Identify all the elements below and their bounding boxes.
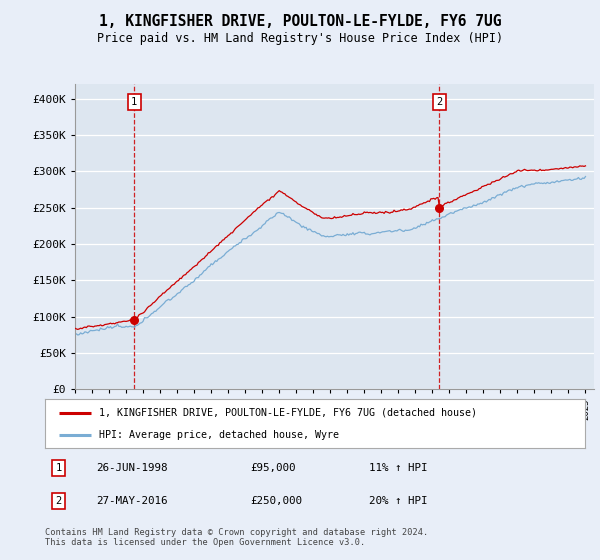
Text: 11% ↑ HPI: 11% ↑ HPI: [369, 463, 427, 473]
Text: 26-JUN-1998: 26-JUN-1998: [96, 463, 168, 473]
Text: 1: 1: [131, 97, 137, 107]
Text: £250,000: £250,000: [250, 496, 302, 506]
Text: 20% ↑ HPI: 20% ↑ HPI: [369, 496, 427, 506]
Text: 1, KINGFISHER DRIVE, POULTON-LE-FYLDE, FY6 7UG: 1, KINGFISHER DRIVE, POULTON-LE-FYLDE, F…: [99, 14, 501, 29]
Text: 27-MAY-2016: 27-MAY-2016: [96, 496, 168, 506]
Text: 1, KINGFISHER DRIVE, POULTON-LE-FYLDE, FY6 7UG (detached house): 1, KINGFISHER DRIVE, POULTON-LE-FYLDE, F…: [99, 408, 477, 418]
Text: Price paid vs. HM Land Registry's House Price Index (HPI): Price paid vs. HM Land Registry's House …: [97, 32, 503, 45]
Text: £95,000: £95,000: [250, 463, 296, 473]
Text: 2: 2: [436, 97, 442, 107]
Text: 2: 2: [55, 496, 62, 506]
Text: 1: 1: [55, 463, 62, 473]
Text: Contains HM Land Registry data © Crown copyright and database right 2024.
This d: Contains HM Land Registry data © Crown c…: [45, 528, 428, 547]
Text: HPI: Average price, detached house, Wyre: HPI: Average price, detached house, Wyre: [99, 430, 339, 440]
